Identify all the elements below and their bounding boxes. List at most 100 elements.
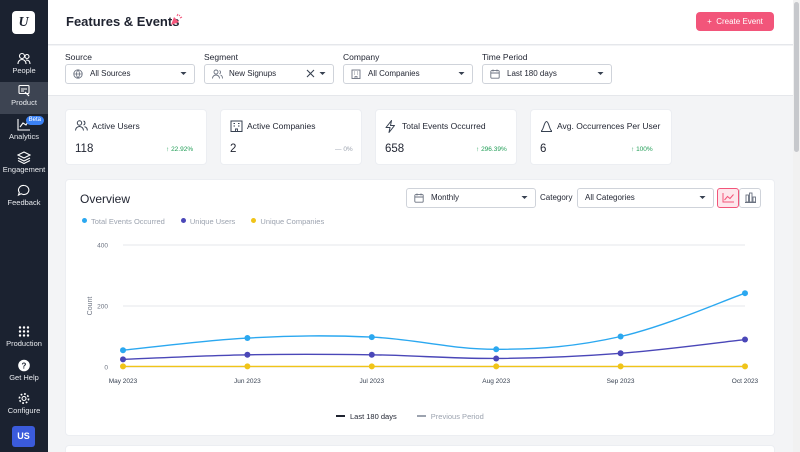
layers-icon <box>17 151 31 164</box>
y-tick-label: 0 <box>104 365 108 372</box>
dash-icon: — <box>335 146 344 153</box>
arrow-up-icon: ↑ <box>476 146 482 153</box>
create-event-button[interactable]: + Create Event <box>696 12 774 31</box>
filter-bar: Source All Sources Segment New Signups C… <box>48 46 793 96</box>
legend-label: Unique Companies <box>260 217 325 226</box>
data-point <box>493 355 500 362</box>
svg-text:?: ? <box>22 362 27 371</box>
arrow-up-icon: ↑ <box>631 146 637 153</box>
secondary-panel <box>65 445 775 452</box>
sidebar-item-production[interactable]: Production <box>0 323 48 355</box>
y-tick-label: 200 <box>97 304 108 311</box>
bar-chart-icon <box>744 192 756 203</box>
period-value: Monthly <box>431 193 460 202</box>
grid-icon <box>18 326 30 337</box>
clear-icon[interactable] <box>306 69 315 78</box>
avatar[interactable]: US <box>12 426 35 447</box>
category-select[interactable]: All Categories <box>577 188 714 208</box>
y-tick-label: 400 <box>97 243 108 250</box>
sidebar-item-label: Product <box>11 98 37 107</box>
dashed-line-icon <box>416 415 426 417</box>
company-select[interactable]: All Companies <box>343 64 473 84</box>
legend-item-unique-users[interactable]: Unique Users <box>180 217 236 226</box>
users-icon <box>212 69 223 79</box>
data-point <box>120 356 126 363</box>
sidebar-item-configure[interactable]: Configure <box>0 390 48 422</box>
bar-chart-toggle[interactable] <box>739 188 761 208</box>
beta-badge: Beta <box>25 116 44 125</box>
category-value: All Categories <box>585 193 635 202</box>
legend-item-total-events[interactable]: Total Events Occurred <box>82 217 165 226</box>
x-tick-label: Sep 2023 <box>607 378 635 385</box>
time-period-label: Time Period <box>482 52 528 62</box>
arrow-up-icon: ↑ <box>166 146 172 153</box>
people-icon <box>17 52 31 65</box>
sidebar-item-label: Get Help <box>9 373 39 382</box>
segment-filter: Segment New Signups <box>204 52 334 84</box>
sidebar-item-people[interactable]: People <box>0 50 48 82</box>
segment-value: New Signups <box>229 69 277 78</box>
page-scrollbar[interactable] <box>793 0 800 452</box>
create-event-label: Create Event <box>716 17 763 26</box>
time-period-select[interactable]: Last 180 days <box>482 64 612 84</box>
category-label: Category <box>540 193 573 202</box>
sidebar-item-product[interactable]: Product <box>0 82 48 114</box>
stat-card-total-events: Total Events Occurred 658 ↑ 296.39% <box>375 109 517 165</box>
chevron-down-icon <box>597 72 604 75</box>
legend-current-label: Last 180 days <box>350 412 397 421</box>
page-header: Features & Events + Create Event <box>48 0 793 45</box>
sidebar-item-analytics[interactable]: Beta Analytics <box>0 116 48 148</box>
legend-item-unique-companies[interactable]: Unique Companies <box>251 217 324 226</box>
stat-title: Active Users <box>92 121 140 131</box>
scrollbar-thumb[interactable] <box>794 2 799 152</box>
building-icon <box>351 69 361 79</box>
segment-select[interactable]: New Signups <box>204 64 334 84</box>
globe-icon <box>73 69 83 79</box>
sidebar-item-get-help[interactable]: ? Get Help <box>0 357 48 389</box>
source-value: All Sources <box>90 69 131 78</box>
company-filter: Company All Companies <box>343 52 473 84</box>
data-point <box>120 347 126 354</box>
data-point <box>368 334 375 341</box>
period-select[interactable]: Monthly <box>406 188 536 208</box>
gear-icon <box>18 393 30 404</box>
data-point <box>368 351 375 358</box>
bell-curve-icon <box>540 120 553 132</box>
data-point <box>617 363 624 370</box>
data-point <box>617 350 624 357</box>
x-tick-label: Jun 2023 <box>234 378 261 385</box>
sidebar-item-engagement[interactable]: Engagement <box>0 149 48 181</box>
product-icon <box>18 84 30 97</box>
sidebar-item-label: Feedback <box>7 198 41 207</box>
page-title: Features & Events <box>66 14 180 29</box>
legend-current-period[interactable]: Last 180 days <box>336 412 397 421</box>
source-label: Source <box>65 52 92 62</box>
data-point <box>617 333 624 340</box>
stat-card-avg-occurrences: Avg. Occurrences Per User 6 ↑ 100% <box>530 109 672 165</box>
stat-value: 6 <box>540 143 547 155</box>
stat-title: Avg. Occurrences Per User <box>557 121 661 131</box>
sidebar-item-label: Production <box>6 339 42 348</box>
legend-previous-period[interactable]: Previous Period <box>416 412 484 421</box>
overview-line-chart: 0 200 400 Count May 2023 Jun 2023 Jul 2023 Aug … <box>87 243 759 386</box>
source-select[interactable]: All Sources <box>65 64 195 84</box>
sidebar-item-label: Configure <box>7 406 41 415</box>
sidebar-item-feedback[interactable]: Feedback <box>0 182 48 214</box>
stat-title: Active Companies <box>247 121 316 131</box>
stat-card-active-users: Active Users 118 ↑ 22.92% <box>65 109 207 165</box>
stat-value: 118 <box>75 143 94 155</box>
app-logo[interactable]: U <box>12 11 35 34</box>
x-tick-label: May 2023 <box>109 378 138 385</box>
stat-delta-value: 0% <box>343 146 353 153</box>
stat-delta-value: 22.92% <box>171 146 194 153</box>
calendar-icon <box>490 69 500 79</box>
party-popper-icon <box>171 13 183 25</box>
y-axis-label: Count <box>87 297 94 316</box>
sidebar-item-label: People <box>12 66 36 75</box>
legend-label: Unique Users <box>189 217 236 226</box>
help-icon: ? <box>18 359 30 372</box>
chevron-down-icon <box>319 72 326 75</box>
source-filter: Source All Sources <box>65 52 195 84</box>
plus-icon: + <box>707 17 717 26</box>
line-chart-toggle[interactable] <box>717 188 739 208</box>
